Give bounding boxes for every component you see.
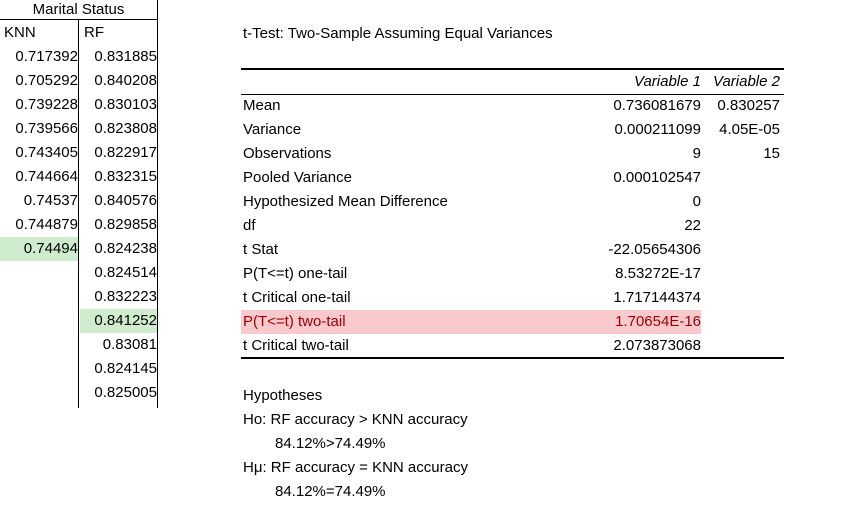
row-label: Mean: [243, 97, 281, 114]
column-header-variable-2: Variable 2: [713, 73, 780, 90]
row-value-1: 1.717144374: [613, 289, 701, 306]
row-label: P(T<=t) two-tail: [243, 313, 346, 330]
divider: [0, 19, 158, 20]
table-row: t Critical one-tail 1.717144374: [241, 286, 784, 310]
rf-value: 0.824145: [94, 360, 157, 377]
row-value-1: -22.05654306: [608, 241, 701, 258]
table-bottom-border: [241, 357, 784, 359]
header-divider: [241, 94, 784, 95]
row-value-1: 1.70654E-16: [615, 313, 701, 330]
row-value-1: 0.000211099: [614, 121, 701, 138]
knn-value: 0.717392: [15, 48, 78, 65]
knn-value: 0.743405: [15, 144, 78, 161]
row-label: t Critical one-tail: [243, 289, 351, 306]
null-hypothesis: Ho: RF accuracy > KNN accuracy: [243, 411, 468, 428]
rf-value: 0.822917: [94, 144, 157, 161]
marital-status-table: Marital Status KNN RF 0.717392 0.705292 …: [0, 0, 160, 410]
row-value-2: 15: [763, 145, 780, 162]
table-row: t Critical two-tail 2.073873068: [241, 334, 784, 358]
divider: [157, 0, 158, 408]
null-hypothesis-value: 84.12%>74.49%: [275, 435, 386, 452]
table-row: Mean 0.736081679 0.830257: [241, 94, 784, 118]
knn-value: 0.739566: [15, 120, 78, 137]
rf-value: 0.832223: [94, 288, 157, 305]
knn-value: 0.705292: [15, 72, 78, 89]
rf-value: 0.83081: [102, 336, 157, 353]
knn-max-value: 0.74494: [0, 237, 78, 261]
row-label: Pooled Variance: [243, 169, 352, 186]
row-value-1: 8.53272E-17: [615, 265, 701, 282]
row-value-1: 0.000102547: [613, 169, 701, 186]
highlight-two-tail: [241, 310, 701, 334]
rf-max-value: 0.841252: [80, 309, 157, 333]
table-row: Hypothesized Mean Difference 0: [241, 190, 784, 214]
table-row: Observations 9 15: [241, 142, 784, 166]
rf-value: 0.830103: [94, 96, 157, 113]
row-value-1: 2.073873068: [613, 337, 701, 354]
table-row-highlighted: P(T<=t) two-tail 1.70654E-16: [241, 310, 784, 334]
row-value-1: 0: [692, 193, 701, 210]
table-title: Marital Status: [32, 1, 125, 18]
knn-value: 0.744664: [15, 168, 78, 185]
rf-value: 0.824514: [94, 264, 157, 281]
rf-value: 0.831885: [94, 48, 157, 65]
row-label: Hypothesized Mean Difference: [243, 193, 448, 210]
knn-value: 0.739228: [15, 96, 78, 113]
alt-hypothesis-value: 84.12%=74.49%: [275, 483, 386, 500]
rf-value: 0.823808: [94, 120, 157, 137]
table-row: t Stat -22.05654306: [241, 238, 784, 262]
table-row: Pooled Variance 0.000102547: [241, 166, 784, 190]
table-top-border: [241, 68, 784, 70]
row-label: Observations: [243, 145, 332, 162]
knn-value: 0.74537: [23, 192, 78, 209]
rf-value: 0.829858: [94, 216, 157, 233]
row-value-2: 0.830257: [717, 97, 780, 114]
column-header-variable-1: Variable 1: [634, 73, 701, 90]
rf-value: 0.824238: [94, 240, 157, 257]
row-label: t Stat: [243, 241, 279, 258]
row-value-1: 9: [692, 145, 701, 162]
knn-value: 0.744879: [15, 216, 78, 233]
row-value-2: 4.05E-05: [719, 121, 780, 138]
ttest-header-row: Variable 1 Variable 2: [241, 70, 784, 94]
table-row: Variance 0.000211099 4.05E-05: [241, 118, 784, 142]
row-value-1: 22: [684, 217, 701, 234]
rf-value: 0.825005: [94, 384, 157, 401]
alt-hypothesis: Hμ: RF accuracy = KNN accuracy: [243, 459, 468, 476]
rf-value: 0.840576: [94, 192, 157, 209]
row-label: P(T<=t) one-tail: [243, 265, 348, 282]
rf-value: 0.840208: [94, 72, 157, 89]
table-row: df 22: [241, 214, 784, 238]
table-row: P(T<=t) one-tail 8.53272E-17: [241, 262, 784, 286]
divider: [78, 20, 79, 408]
rf-value: 0.832315: [94, 168, 157, 185]
row-label: df: [243, 217, 256, 234]
hypotheses-heading: Hypotheses: [243, 387, 323, 404]
column-header-rf: RF: [84, 24, 104, 41]
column-header-knn: KNN: [4, 24, 36, 41]
row-value-1: 0.736081679: [613, 97, 701, 114]
row-label: t Critical two-tail: [243, 337, 349, 354]
ttest-title: t-Test: Two-Sample Assuming Equal Varian…: [243, 25, 553, 42]
row-label: Variance: [243, 121, 302, 138]
